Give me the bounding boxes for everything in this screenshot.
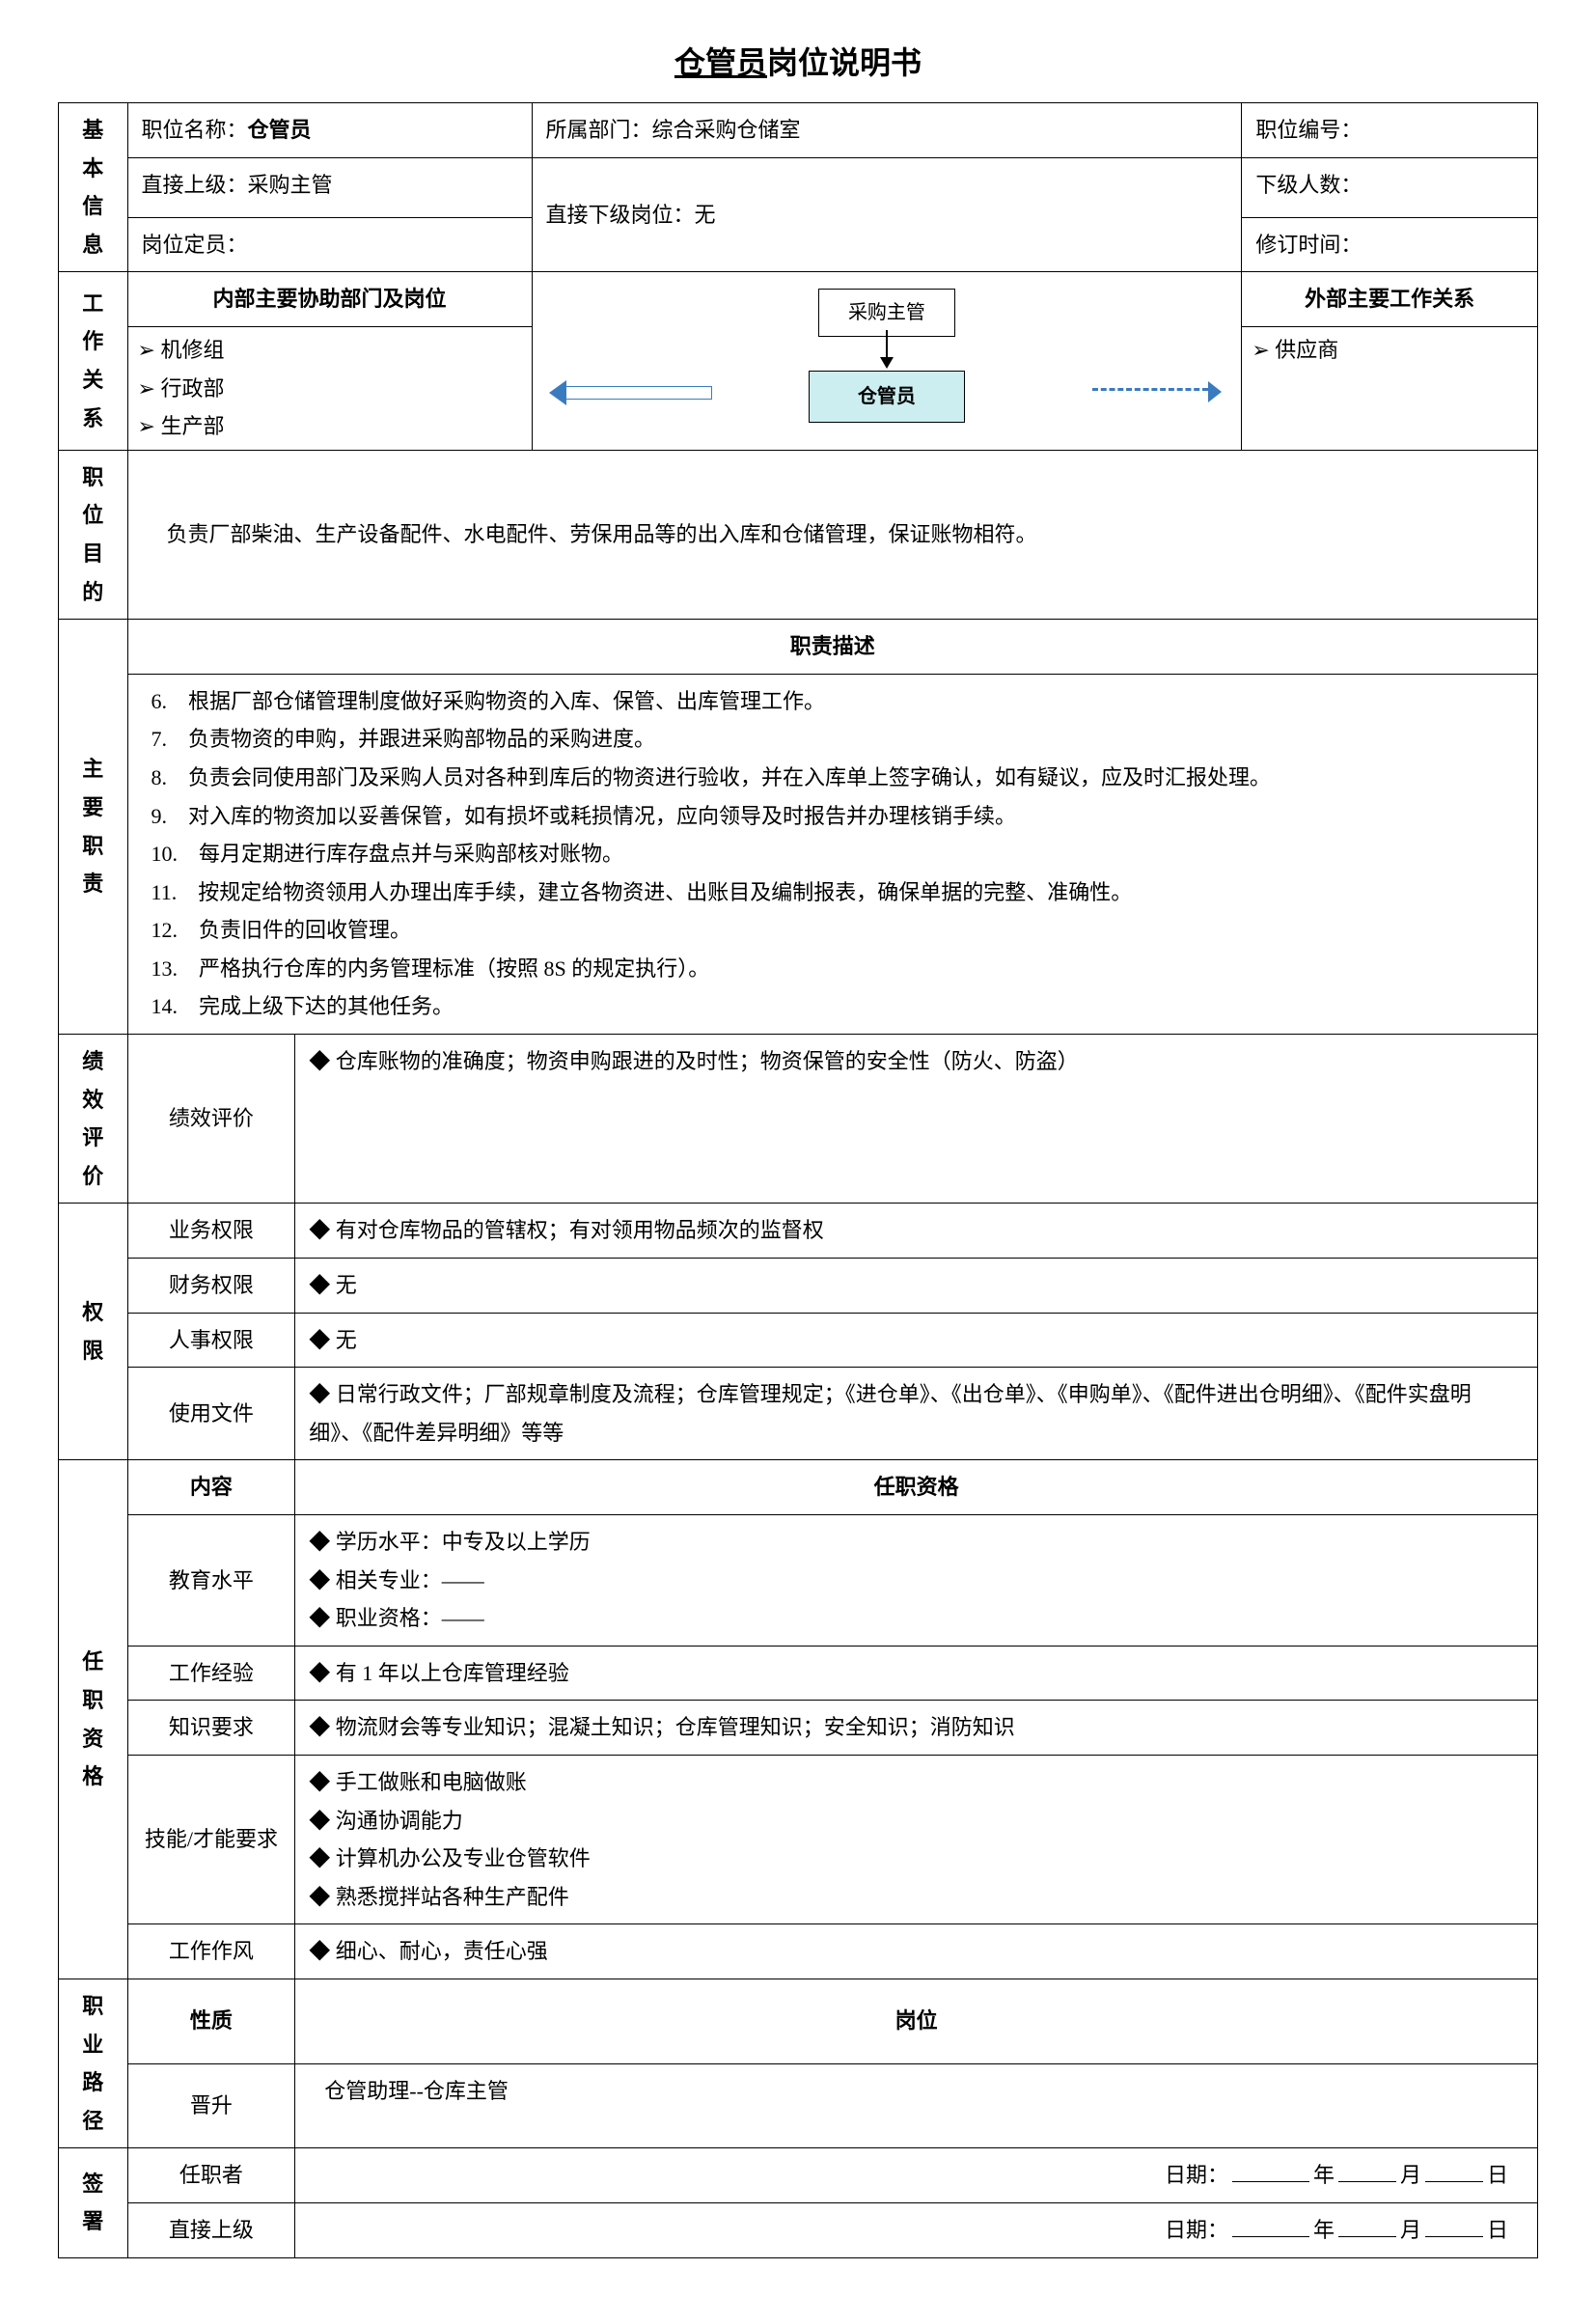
auth-docs-label: 使用文件 [127,1368,295,1460]
basic-label: 基本信息 [59,103,128,272]
arrow-right-icon [1092,388,1208,393]
headcount: 下级人数： [1242,157,1538,217]
career-label: 职业路径 [59,1979,128,2147]
exp-label: 工作经验 [127,1646,295,1701]
arrow-left-icon [565,386,712,400]
pos-name: 职位名称：仓管员 [127,103,532,158]
internal-list: 机修组 行政部 生产部 [127,326,532,450]
skill-items: 手工做账和电脑做账 沟通协调能力 计算机办公及专业仓管软件 熟悉搅拌站各种生产配… [295,1755,1538,1923]
style: 细心、耐心，责任心强 [295,1924,1538,1979]
holder-label: 任职者 [127,2148,295,2203]
qual-header: 任职资格 [295,1460,1538,1515]
dept: 所属部门：综合采购仓储室 [532,103,1242,158]
purpose-text: 负责厂部柴油、生产设备配件、水电配件、劳保用品等的出入库和仓储管理，保证账物相符… [127,450,1537,619]
pos-code: 职位编号： [1242,103,1538,158]
external-list: 供应商 [1242,326,1538,450]
page-title: 仓管员岗位说明书 [58,39,1538,83]
revision: 修订时间： [1242,217,1538,272]
auth-biz: 有对仓库物品的管辖权；有对领用物品频次的监督权 [295,1204,1538,1259]
sup-date: 日期：年月日 [295,2202,1538,2257]
auth-biz-label: 业务权限 [127,1204,295,1259]
auth-docs: 日常行政文件；厂部规章制度及流程；仓库管理规定；《进仓单》、《出仓单》、《申购单… [295,1368,1538,1460]
career-post: 岗位 [295,1979,1538,2063]
sup-label: 直接上级 [127,2202,295,2257]
auth-hr-label: 人事权限 [127,1313,295,1368]
auth-hr: 无 [295,1313,1538,1368]
exp: 有 1 年以上仓库管理经验 [295,1646,1538,1701]
qual-label: 任职资格 [59,1460,128,1979]
career-nature: 性质 [127,1979,295,2063]
qual-content-header: 内容 [127,1460,295,1515]
main-table: 基本信息 职位名称：仓管员 所属部门：综合采购仓储室 职位编号： 直接上级：采购… [58,102,1538,2258]
duties-list: 6. 根据厂部仓储管理制度做好采购物资的入库、保管、出库管理工作。 7. 负责物… [127,674,1537,1034]
diagram-bottom-box: 仓管员 [809,371,965,423]
promo-label: 晋升 [127,2063,295,2148]
perf-label: 绩效评价 [59,1035,128,1204]
purpose-label: 职位目的 [59,450,128,619]
auth-fin-label: 财务权限 [127,1259,295,1314]
perf-text: 仓库账物的准确度；物资申购跟进的及时性；物资保管的安全性（防火、防盗） [295,1035,1538,1204]
know-label: 知识要求 [127,1701,295,1756]
style-label: 工作作风 [127,1924,295,1979]
relations-label: 工作关系 [59,272,128,450]
supervisor: 直接上级：采购主管 [127,157,532,217]
duties-header: 职责描述 [127,620,1537,675]
arrow-down-icon [886,330,888,367]
skill-label: 技能/才能要求 [127,1755,295,1923]
internal-header: 内部主要协助部门及岗位 [127,272,532,327]
know: 物流财会等专业知识；混凝土知识；仓库管理知识；安全知识；消防知识 [295,1701,1538,1756]
edu-items: 学历水平：中专及以上学历 相关专业：—— 职业资格：—— [295,1515,1538,1647]
auth-label: 权限 [59,1204,128,1460]
edu-label: 教育水平 [127,1515,295,1647]
quota: 岗位定员： [127,217,532,272]
auth-fin: 无 [295,1259,1538,1314]
org-diagram: 采购主管 仓管员 [532,272,1242,450]
promo-value: 仓管助理--仓库主管 [295,2063,1538,2148]
holder-date: 日期：年月日 [295,2148,1538,2203]
sign-label: 签署 [59,2148,128,2257]
perf-sub: 绩效评价 [127,1035,295,1204]
duties-label: 主要职责 [59,620,128,1035]
subordinate: 直接下级岗位：无 [532,157,1242,272]
external-header: 外部主要工作关系 [1242,272,1538,327]
